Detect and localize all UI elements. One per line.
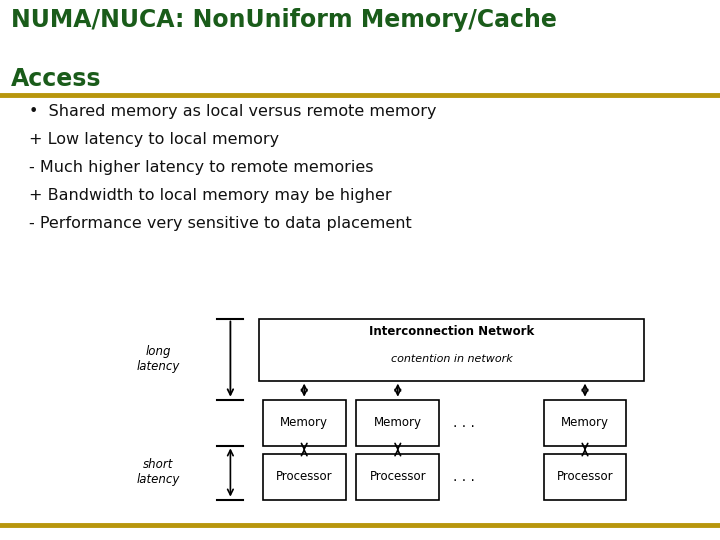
Text: Processor: Processor bbox=[557, 470, 613, 483]
Bar bbox=[544, 400, 626, 446]
Text: long
latency: long latency bbox=[137, 345, 180, 373]
Text: - Performance very sensitive to data placement: - Performance very sensitive to data pla… bbox=[29, 216, 412, 231]
Text: Memory: Memory bbox=[374, 416, 422, 429]
Text: Processor: Processor bbox=[276, 470, 333, 483]
Bar bbox=[356, 400, 439, 446]
Text: - Much higher latency to remote memories: - Much higher latency to remote memories bbox=[29, 160, 373, 175]
Text: Memory: Memory bbox=[561, 416, 609, 429]
Bar bbox=[544, 454, 626, 500]
Bar bbox=[263, 400, 346, 446]
Text: . . .: . . . bbox=[454, 416, 475, 429]
Text: Access: Access bbox=[11, 68, 102, 91]
Bar bbox=[259, 319, 644, 381]
Text: •  Shared memory as local versus remote memory: • Shared memory as local versus remote m… bbox=[29, 104, 436, 119]
Text: NUMA/NUCA: NonUniform Memory/Cache: NUMA/NUCA: NonUniform Memory/Cache bbox=[11, 8, 557, 32]
Text: + Bandwidth to local memory may be higher: + Bandwidth to local memory may be highe… bbox=[29, 188, 392, 203]
Text: contention in network: contention in network bbox=[391, 354, 513, 364]
Text: Processor: Processor bbox=[369, 470, 426, 483]
Text: Memory: Memory bbox=[280, 416, 328, 429]
Bar bbox=[356, 454, 439, 500]
Bar bbox=[263, 454, 346, 500]
Text: Interconnection Network: Interconnection Network bbox=[369, 325, 534, 338]
Text: + Low latency to local memory: + Low latency to local memory bbox=[29, 132, 279, 147]
Text: short
latency: short latency bbox=[137, 458, 180, 487]
Text: . . .: . . . bbox=[454, 470, 475, 483]
